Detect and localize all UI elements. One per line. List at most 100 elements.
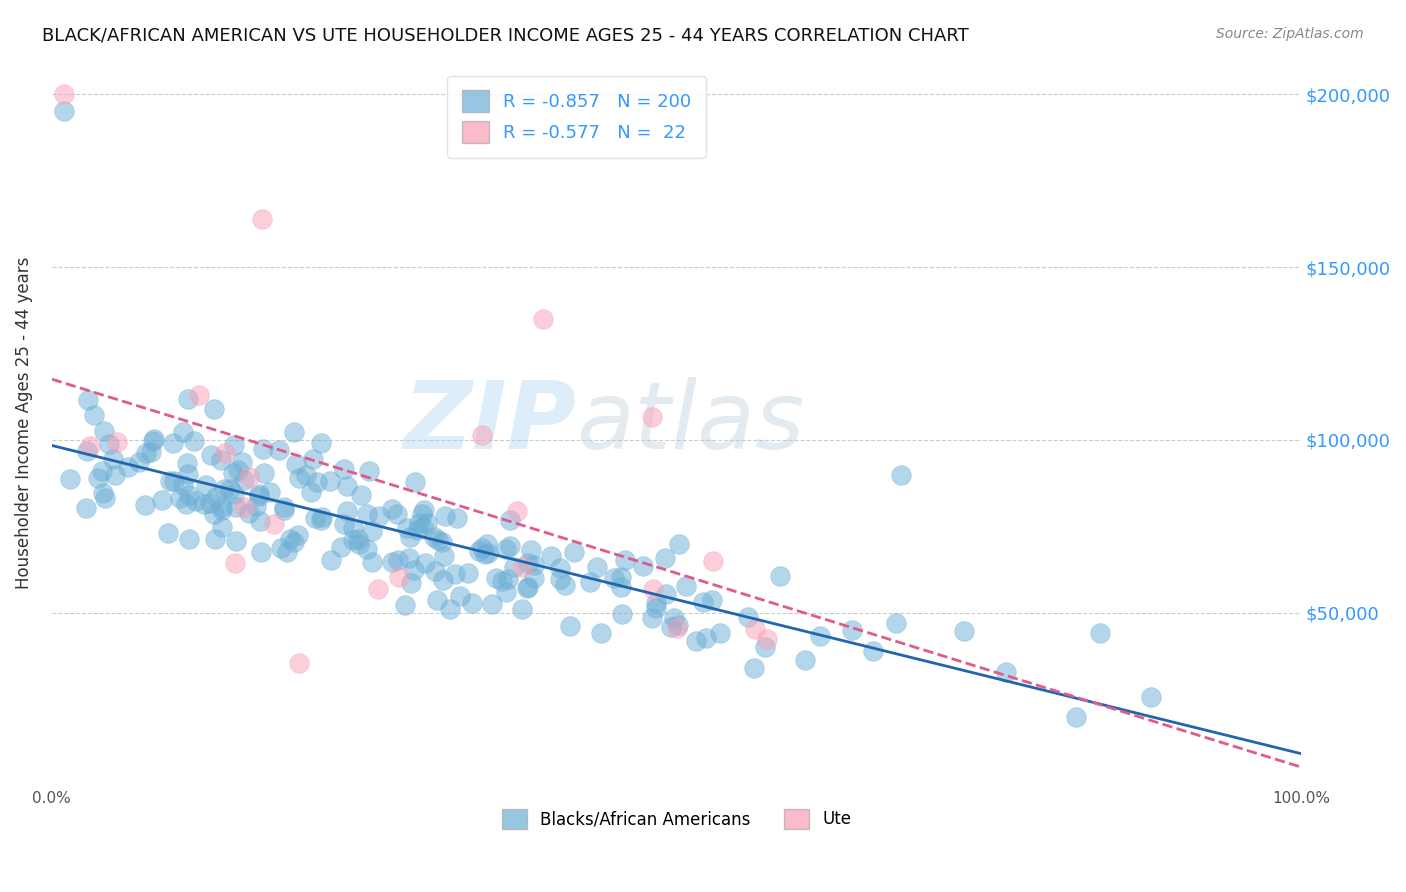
Point [498,539,520,553]
Point [742,661,765,675]
Point [176,456,198,470]
Point [610,570,633,584]
Point [554,578,576,592]
Point [333,461,356,475]
Point [401,576,423,591]
Point [177,392,200,406]
Point [211,500,233,515]
Point [283,535,305,549]
Point [250,212,273,227]
Point [222,467,245,481]
Point [319,475,342,489]
Text: BLACK/AFRICAN AMERICAN VS UTE HOUSEHOLDER INCOME AGES 25 - 44 YEARS CORRELATION : BLACK/AFRICAN AMERICAN VS UTE HOUSEHOLDE… [42,27,969,45]
Point [319,553,342,567]
Point [299,485,322,500]
Point [395,521,418,535]
Point [499,513,522,527]
Point [398,550,420,565]
Point [288,471,311,485]
Point [172,425,194,439]
Point [516,581,538,595]
Point [59,472,82,486]
Point [471,541,494,555]
Point [193,497,215,511]
Point [769,569,792,583]
Point [285,458,308,472]
Point [104,468,127,483]
Point [540,549,562,563]
Point [633,558,655,573]
Point [347,532,370,546]
Point [329,541,352,555]
Y-axis label: Householder Income Ages 25 - 44 years: Householder Income Ages 25 - 44 years [15,257,32,589]
Point [503,560,526,574]
Point [226,462,249,476]
Point [367,509,389,524]
Point [457,566,479,580]
Point [381,502,404,516]
Point [304,510,326,524]
Point [443,566,465,581]
Point [387,507,409,521]
Point [267,442,290,457]
Point [808,629,831,643]
Point [744,622,766,636]
Point [135,446,157,460]
Point [425,564,447,578]
Point [481,597,503,611]
Point [195,478,218,492]
Point [432,535,454,549]
Point [179,488,201,502]
Point [416,516,439,530]
Point [495,585,517,599]
Point [53,87,76,102]
Point [432,573,454,587]
Point [496,572,519,586]
Point [93,491,115,506]
Point [342,521,364,535]
Point [641,409,664,424]
Point [163,474,186,488]
Point [474,547,496,561]
Point [645,601,668,615]
Point [387,553,409,567]
Point [512,560,534,574]
Point [98,436,121,450]
Point [238,506,260,520]
Point [884,615,907,630]
Point [142,434,165,448]
Point [176,467,198,482]
Point [449,589,471,603]
Point [695,631,717,645]
Point [278,532,301,546]
Point [287,528,309,542]
Point [105,434,128,449]
Point [394,599,416,613]
Point [245,500,267,514]
Point [249,515,271,529]
Point [709,626,731,640]
Point [675,579,697,593]
Point [381,555,404,569]
Point [665,621,688,635]
Point [156,526,179,541]
Point [177,532,200,546]
Point [53,104,76,119]
Point [1064,709,1087,723]
Point [336,504,359,518]
Point [446,511,468,525]
Point [602,571,624,585]
Point [305,475,328,489]
Point [953,624,976,638]
Point [890,467,912,482]
Point [841,623,863,637]
Point [562,545,585,559]
Point [211,503,233,517]
Point [702,554,724,568]
Point [613,553,636,567]
Point [359,464,381,478]
Point [302,451,325,466]
Point [548,572,571,586]
Point [1088,625,1111,640]
Text: atlas: atlas [576,377,804,468]
